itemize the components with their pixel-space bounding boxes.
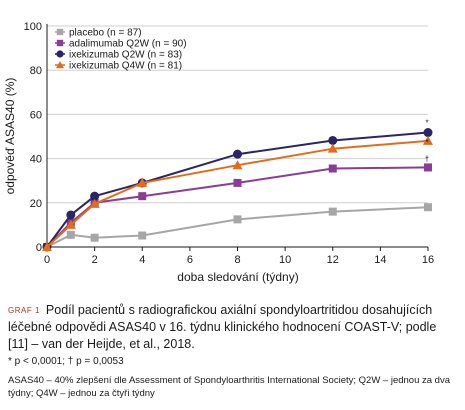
x-tick-label: 10 [279,254,291,266]
y-axis-label: odpověď ASAS40 (%) [3,78,17,195]
data-point [423,135,433,145]
x-tick-label: 8 [234,254,240,266]
data-point [233,215,242,224]
figure-caption: GRAF 1 Podíl pacientů s radiografickou ax… [8,302,458,400]
x-tick-label: 4 [139,254,145,266]
significance-mark: * [425,138,428,147]
y-tick-label: 100 [24,21,42,33]
x-tick-label: 2 [92,254,98,266]
legend-item: adalimumab Q2W (n = 90) [55,39,187,50]
series-line [46,131,429,248]
series-3 [42,135,433,251]
data-point [328,207,337,216]
data-point [328,135,338,145]
data-point [423,128,433,138]
data-point [232,160,243,170]
legend-marker [56,61,64,69]
data-point [89,198,100,208]
legend-marker [56,50,64,58]
legend-label: ixekizumab Q2W (n = 83) [69,50,182,61]
data-point [424,203,432,212]
data-point [327,143,338,153]
legend-item: ixekizumab Q4W (n = 81) [55,61,182,72]
legend-label: placebo (n = 87) [69,28,142,39]
data-point [328,164,337,173]
data-point [90,191,100,201]
legend-item: placebo (n = 87) [55,28,142,39]
data-point [42,242,52,251]
asas40-line-chart: 0 20 40 60 80 100 0 2 4 6 8 10 12 14 16 * * † placebo (n… [3,21,434,284]
y-tick-label: 20 [30,198,42,210]
y-tick-label: 60 [30,109,42,121]
data-point [137,177,148,187]
caption-significance: * p < 0,0001; † p = 0,0053 [8,356,124,367]
series-group: * * † [42,119,433,252]
data-point [138,192,147,201]
x-tick-label: 16 [422,254,434,266]
data-point [233,178,242,187]
legend-label: adalimumab Q2W (n = 90) [69,39,187,50]
data-point [233,149,242,159]
data-point [66,210,76,220]
x-tick-label: 6 [187,254,193,266]
x-tick-label: 14 [374,254,386,266]
legend-marker [56,39,64,47]
y-tick-label: 40 [30,154,42,166]
axes: 0 20 40 60 80 100 0 2 4 6 8 10 12 14 16 [24,21,434,266]
data-point [90,233,99,242]
significance-mark: * [425,119,428,128]
legend-item: ixekizumab Q2W (n = 83) [55,50,182,61]
grid-lines [47,25,428,204]
caption-title: Podíl pacientů s radiografickou axiální … [8,303,437,351]
data-point [138,231,147,240]
caption-label: GRAF 1 [8,306,40,315]
legend: placebo (n = 87)adalimumab Q2W (n = 90)i… [55,28,187,72]
x-tick-label: 12 [327,254,339,266]
y-tick-label: 0 [36,242,42,254]
caption-title-block: GRAF 1 Podíl pacientů s radiografickou ax… [8,302,458,353]
caption-abbreviations: ASAS40 – 40% zlepšení dle Assessment of … [8,375,451,399]
data-point [424,163,432,172]
series-line [46,206,429,248]
significance-mark: † [425,154,429,163]
legend-label: ixekizumab Q4W (n = 81) [69,61,182,72]
data-point [66,230,75,239]
x-tick-label: 0 [44,254,50,266]
y-tick-label: 80 [30,65,42,77]
legend-marker [56,28,64,36]
x-axis-label: doba sledování (týdny) [177,270,298,284]
data-point [65,219,76,229]
series-2 [42,128,433,252]
series-0 [43,203,432,251]
